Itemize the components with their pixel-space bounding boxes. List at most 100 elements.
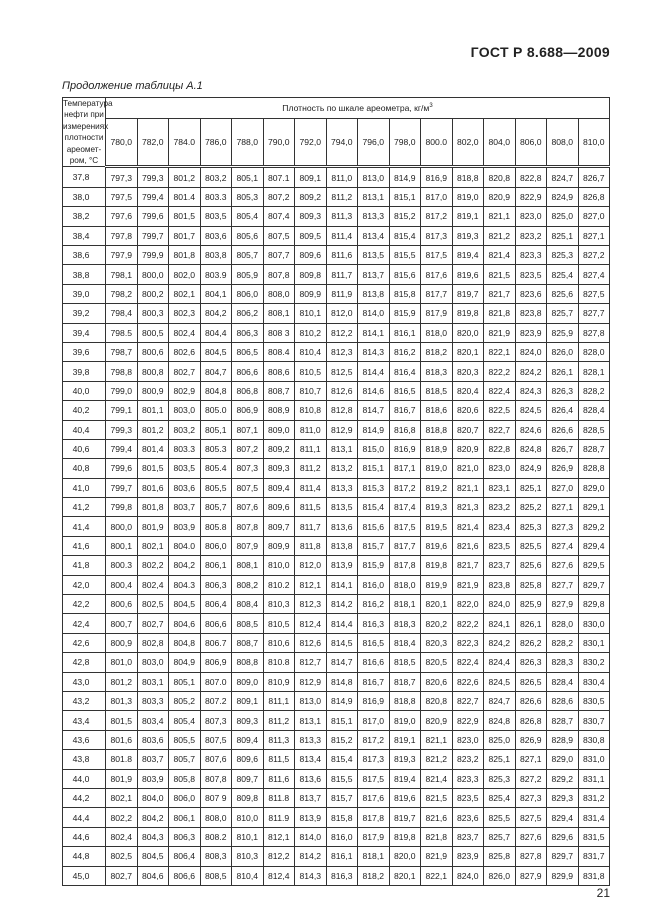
density-cell: 800,9 <box>136 380 169 402</box>
density-cell: 825,6 <box>514 555 547 576</box>
density-cell: 806,3 <box>231 322 264 343</box>
density-cell: 818,0 <box>388 574 421 596</box>
temperature-cell: 44,6 <box>62 826 106 848</box>
density-cell: 823,3 <box>514 244 547 266</box>
density-cell: 807 9 <box>199 787 232 809</box>
density-cell: 804,5 <box>199 341 232 363</box>
density-cell: 813,3 <box>325 477 358 499</box>
density-cell: 813,2 <box>325 458 358 479</box>
density-cell: 812,6 <box>294 632 327 654</box>
density-cell: 815,4 <box>325 749 358 770</box>
density-cell: 806,3 <box>168 826 201 848</box>
density-cell: 813,4 <box>357 225 390 247</box>
density-cell: 809,0 <box>262 419 295 440</box>
density-cell: 816,5 <box>357 632 390 654</box>
density-cell: 816,5 <box>388 380 421 402</box>
density-cell: 820,3 <box>451 361 484 382</box>
density-cell: 824,0 <box>451 865 484 886</box>
temperature-cell: 41,4 <box>62 516 106 537</box>
density-cell: 811.8 <box>262 787 295 809</box>
density-cell: 822,9 <box>451 710 484 731</box>
density-cell: 824,9 <box>514 458 547 479</box>
density-cell: 810,3 <box>231 846 264 867</box>
density-cell: 801,2 <box>136 419 169 440</box>
density-cell: 812,8 <box>325 400 358 421</box>
density-cell: 824,2 <box>514 361 547 382</box>
density-cell: 798.5 <box>105 322 138 343</box>
density-cell: 817,8 <box>388 555 421 576</box>
density-cell: 801,5 <box>168 206 201 227</box>
density-cell: 817,2 <box>388 477 421 499</box>
density-cell: 827,5 <box>577 283 610 305</box>
density-cell: 805.0 <box>199 400 232 421</box>
density-cell: 803,0 <box>136 652 169 673</box>
density-cell: 799,4 <box>105 438 138 460</box>
table-row: 44,2 802,1 804,0 806,0 807 9 809,8 811.8 813,7 8… <box>62 787 610 809</box>
page-number: 21 <box>596 886 610 900</box>
density-cell: 806,2 <box>231 303 264 324</box>
temperature-cell: 40,2 <box>62 400 106 421</box>
density-cell: 799,3 <box>105 419 138 440</box>
density-cell: 802,5 <box>136 594 169 615</box>
density-cell: 819,8 <box>420 555 453 576</box>
density-cell: 816,7 <box>388 400 421 421</box>
density-cell: 825,5 <box>514 535 547 557</box>
density-cell: 797,9 <box>105 244 138 266</box>
density-cell: 815,8 <box>388 283 421 305</box>
density-cell: 825,9 <box>514 594 547 615</box>
density-cell: 823,7 <box>483 555 516 576</box>
temperature-cell: 38,8 <box>62 264 106 285</box>
density-cell: 829,7 <box>577 574 610 596</box>
density-cell: 803,9 <box>168 516 201 537</box>
density-cell: 811,2 <box>294 458 327 479</box>
density-cell: 816,3 <box>357 613 390 634</box>
density-cell: 804,7 <box>199 361 232 382</box>
table-row: 38,0 797,5 799,4 801.4 803.3 805,3 807,2 809,2 8… <box>62 186 610 208</box>
density-cell: 821,1 <box>483 206 516 227</box>
density-cell: 806,9 <box>199 652 232 673</box>
density-cell: 821,2 <box>483 225 516 247</box>
density-cell: 806,6 <box>168 865 201 886</box>
density-cell: 800,0 <box>105 516 138 537</box>
density-cell: 816,6 <box>357 652 390 673</box>
density-cell: 825,6 <box>546 283 579 305</box>
density-cell: 799,1 <box>105 400 138 421</box>
density-cell: 820,1 <box>451 341 484 363</box>
density-cell: 827,9 <box>546 594 579 615</box>
density-cell: 803,1 <box>136 671 169 692</box>
density-cell: 807,7 <box>262 244 295 266</box>
density-cell: 803,5 <box>199 206 232 227</box>
density-cell: 807,5 <box>231 477 264 499</box>
density-cell: 804,5 <box>136 846 169 867</box>
density-cell: 814,3 <box>294 865 327 886</box>
table-row: 40,6 799,4 801,4 803.3 805.3 807,2 809,2 811,1 8… <box>62 438 610 460</box>
density-cell: 823,9 <box>514 322 547 343</box>
density-cell: 826,1 <box>514 613 547 634</box>
density-cell: 813,1 <box>357 186 390 208</box>
density-cell: 809,2 <box>294 186 327 208</box>
density-cell: 814,4 <box>325 613 358 634</box>
density-column-header: 794,0 <box>325 117 358 169</box>
density-cell: 807.0 <box>199 671 232 692</box>
density-cell: 799,0 <box>105 380 138 402</box>
density-cell: 811,8 <box>294 535 327 557</box>
density-cell: 825,0 <box>483 729 516 751</box>
density-cell: 816,1 <box>325 846 358 867</box>
density-cell: 818,1 <box>357 846 390 867</box>
density-cell: 823,3 <box>451 768 484 789</box>
density-cell: 811,1 <box>294 438 327 460</box>
density-cell: 830,2 <box>577 652 610 673</box>
density-cell: 813,9 <box>294 807 327 828</box>
density-cell: 822,1 <box>483 341 516 363</box>
density-cell: 800,8 <box>136 361 169 382</box>
density-cell: 814,9 <box>388 166 421 188</box>
density-cell: 819,6 <box>388 787 421 809</box>
density-cell: 830,0 <box>577 613 610 634</box>
table-row: 43,4 801,5 803,4 805,4 807,3 809,3 811,2 813,1 8… <box>62 710 610 731</box>
density-cell: 809,1 <box>231 690 264 712</box>
density-cell: 810,3 <box>262 594 295 615</box>
density-cell: 827,3 <box>546 516 579 537</box>
density-cell: 815,2 <box>388 206 421 227</box>
density-cell: 820,0 <box>388 846 421 867</box>
density-cell: 797,5 <box>105 186 138 208</box>
